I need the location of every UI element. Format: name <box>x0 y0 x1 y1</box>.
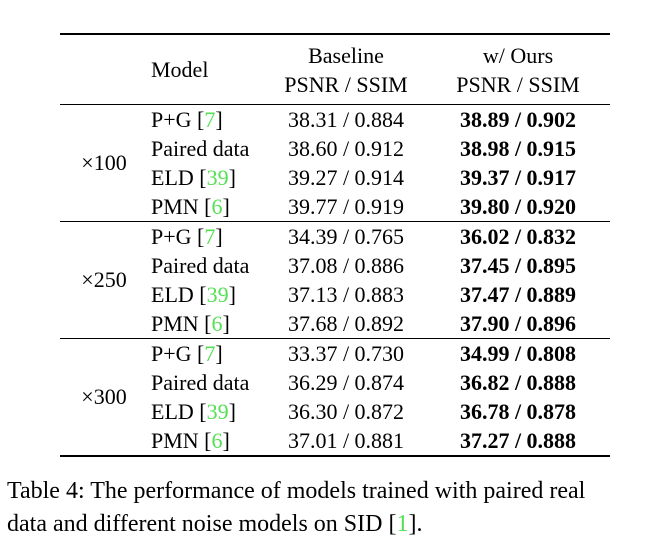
ours-cell: 38.89 / 0.902 <box>459 107 577 132</box>
column-header-ours-title: w/ Ours <box>482 42 554 68</box>
model-name: PMN [ <box>151 428 212 453</box>
model-name-suffix: ] <box>222 428 230 453</box>
model-cell: Paired data <box>148 368 266 397</box>
baseline-cell: 34.39 / 0.765 <box>287 224 405 249</box>
baseline-cell: 36.30 / 0.872 <box>287 399 405 424</box>
caption-line1: Table 4: The performance of models train… <box>7 478 586 504</box>
baseline-cell: 37.01 / 0.881 <box>287 428 405 453</box>
model-name-suffix: ] <box>228 165 236 190</box>
ours-cell: 39.80 / 0.920 <box>459 194 577 219</box>
baseline-cell: 37.08 / 0.886 <box>287 253 405 278</box>
baseline-cell: 39.27 / 0.914 <box>287 165 405 190</box>
model-name: ELD [ <box>151 399 207 424</box>
model-cell: ELD [39] <box>148 397 266 426</box>
baseline-cell: 37.13 / 0.883 <box>287 282 405 307</box>
column-header-baseline: Baseline PSNR / SSIM <box>266 41 426 99</box>
column-header-model: Model <box>151 56 209 82</box>
caption-text: data and different noise models on SID [ <box>7 511 397 537</box>
model-name: P+G [ <box>151 107 205 132</box>
table-rule-group-sep-2 <box>60 338 610 339</box>
baseline-cell: 33.37 / 0.730 <box>287 341 405 366</box>
model-cell: P+G [7] <box>148 105 266 134</box>
model-name: P+G [ <box>151 341 205 366</box>
citation-ref[interactable]: 6 <box>211 194 223 219</box>
model-name: Paired data <box>151 370 250 395</box>
model-cell: PMN [6] <box>148 309 266 338</box>
baseline-cell: 39.77 / 0.919 <box>287 194 405 219</box>
ours-cell: 37.45 / 0.895 <box>459 253 577 278</box>
model-name: ELD [ <box>151 165 207 190</box>
model-name: ELD [ <box>151 282 207 307</box>
table-rule-group-sep-1 <box>60 221 610 222</box>
table-rule-header-sep <box>60 104 610 105</box>
baseline-cell: 38.60 / 0.912 <box>287 136 405 161</box>
citation-ref[interactable]: 39 <box>206 399 229 424</box>
model-name: Paired data <box>151 136 250 161</box>
citation-ref[interactable]: 7 <box>204 107 216 132</box>
model-name: P+G [ <box>151 224 205 249</box>
baseline-cell: 38.31 / 0.884 <box>287 107 405 132</box>
ours-cell: 36.02 / 0.832 <box>459 224 577 249</box>
table-group-x100: ×100 P+G [7] 38.31 / 0.884 38.89 / 0.902… <box>60 105 610 221</box>
baseline-cell: 36.29 / 0.874 <box>287 370 405 395</box>
caption-line2: data and different noise models on SID [… <box>7 511 422 537</box>
model-cell: P+G [7] <box>148 222 266 251</box>
caption-text-end: ]. <box>408 511 423 537</box>
model-cell: PMN [6] <box>148 426 266 455</box>
model-cell: Paired data <box>148 251 266 280</box>
ours-cell: 37.27 / 0.888 <box>459 428 577 453</box>
column-header-ours: w/ Ours PSNR / SSIM <box>426 41 610 99</box>
ratio-label: ×300 <box>81 384 127 409</box>
model-cell: PMN [6] <box>148 192 266 221</box>
table-group-x250: ×250 P+G [7] 34.39 / 0.765 36.02 / 0.832… <box>60 222 610 338</box>
model-cell: Paired data <box>148 134 266 163</box>
ours-cell: 38.98 / 0.915 <box>459 136 577 161</box>
ours-cell: 34.99 / 0.808 <box>459 341 577 366</box>
model-name-suffix: ] <box>215 224 223 249</box>
citation-ref[interactable]: 6 <box>211 428 223 453</box>
ours-cell: 36.82 / 0.888 <box>459 370 577 395</box>
citation-ref[interactable]: 39 <box>206 282 229 307</box>
citation-ref[interactable]: 7 <box>204 341 216 366</box>
model-name: PMN [ <box>151 311 212 336</box>
ours-cell: 36.78 / 0.878 <box>459 399 577 424</box>
baseline-cell: 37.68 / 0.892 <box>287 311 405 336</box>
model-cell: ELD [39] <box>148 163 266 192</box>
model-cell: P+G [7] <box>148 339 266 368</box>
ratio-label: ×250 <box>81 267 127 292</box>
column-header-baseline-metrics: PSNR / SSIM <box>284 71 408 97</box>
column-header-baseline-title: Baseline <box>308 42 384 68</box>
model-name: Paired data <box>151 253 250 278</box>
citation-ref[interactable]: 1 <box>396 511 409 537</box>
model-name-suffix: ] <box>215 341 223 366</box>
ratio-label: ×100 <box>81 150 127 175</box>
model-name-suffix: ] <box>228 399 236 424</box>
table-rule-bottom <box>60 455 610 457</box>
citation-ref[interactable]: 7 <box>204 224 216 249</box>
model-name: PMN [ <box>151 194 212 219</box>
table-header: Model Baseline PSNR / SSIM w/ Ours PSNR … <box>60 35 610 104</box>
citation-ref[interactable]: 6 <box>211 311 223 336</box>
ours-cell: 37.47 / 0.889 <box>459 282 577 307</box>
model-cell: ELD [39] <box>148 280 266 309</box>
model-name-suffix: ] <box>222 311 230 336</box>
model-name-suffix: ] <box>222 194 230 219</box>
ours-cell: 37.90 / 0.896 <box>459 311 577 336</box>
results-table: Model Baseline PSNR / SSIM w/ Ours PSNR … <box>60 33 610 457</box>
citation-ref[interactable]: 39 <box>206 165 229 190</box>
table-caption: Table 4: The performance of models train… <box>7 475 663 541</box>
table-group-x300: ×300 P+G [7] 33.37 / 0.730 34.99 / 0.808… <box>60 339 610 455</box>
column-header-ours-metrics: PSNR / SSIM <box>456 71 580 97</box>
model-name-suffix: ] <box>228 282 236 307</box>
model-name-suffix: ] <box>215 107 223 132</box>
table-rule-top <box>60 33 610 35</box>
ours-cell: 39.37 / 0.917 <box>459 165 577 190</box>
